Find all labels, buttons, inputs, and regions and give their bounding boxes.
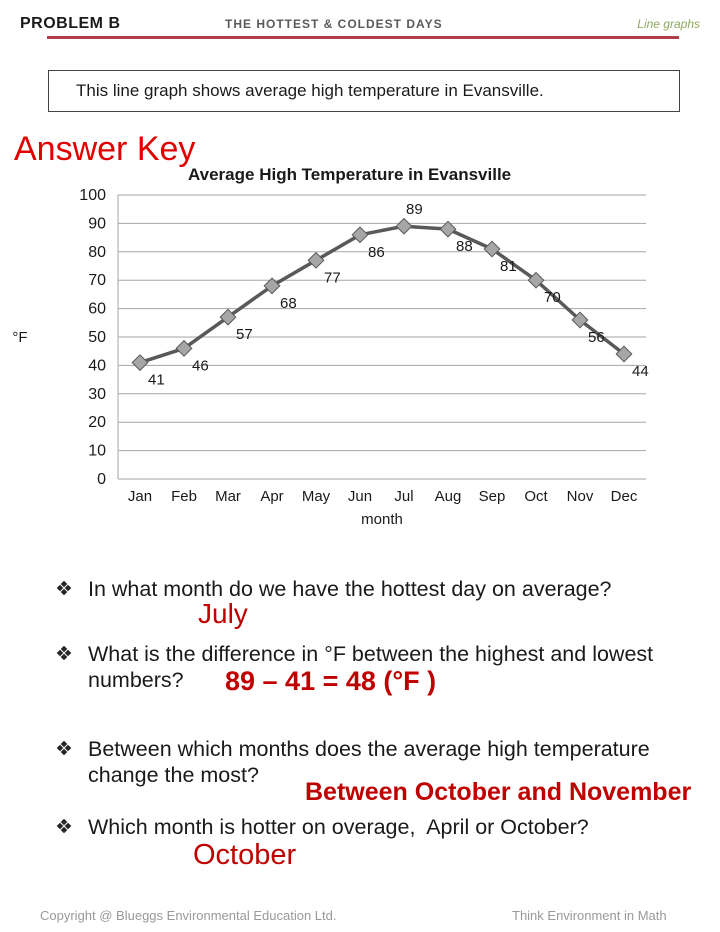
svg-text:30: 30	[88, 386, 106, 403]
svg-text:60: 60	[88, 301, 106, 318]
svg-text:89: 89	[406, 201, 423, 218]
svg-text:77: 77	[324, 269, 341, 286]
svg-text:41: 41	[148, 372, 165, 389]
svg-text:Sep: Sep	[479, 488, 506, 505]
svg-text:Mar: Mar	[215, 488, 241, 505]
svg-text:57: 57	[236, 326, 253, 343]
svg-text:month: month	[361, 511, 403, 528]
svg-text:Apr: Apr	[260, 488, 283, 505]
svg-text:44: 44	[632, 363, 649, 380]
svg-text:May: May	[302, 488, 331, 505]
svg-text:Feb: Feb	[171, 488, 197, 505]
svg-text:40: 40	[88, 357, 106, 374]
svg-text:90: 90	[88, 215, 106, 232]
svg-text:56: 56	[588, 329, 605, 346]
svg-text:70: 70	[88, 272, 106, 289]
svg-text:100: 100	[79, 187, 106, 204]
svg-text:Jan: Jan	[128, 488, 152, 505]
svg-text:Dec: Dec	[611, 488, 638, 505]
svg-text:86: 86	[368, 244, 385, 261]
svg-text:10: 10	[88, 443, 106, 460]
svg-text:Jun: Jun	[348, 488, 372, 505]
svg-text:46: 46	[192, 357, 209, 374]
svg-text:70: 70	[544, 289, 561, 306]
svg-text:Oct: Oct	[524, 488, 548, 505]
svg-text:68: 68	[280, 295, 297, 312]
svg-text:80: 80	[88, 244, 106, 261]
svg-text:Aug: Aug	[435, 488, 462, 505]
svg-text:Average High Temperature in Ev: Average High Temperature in Evansville	[188, 165, 511, 184]
svg-text:0: 0	[97, 471, 106, 488]
svg-text:Nov: Nov	[567, 488, 594, 505]
svg-text:50: 50	[88, 329, 106, 346]
svg-text:°F: °F	[12, 329, 27, 346]
svg-text:Jul: Jul	[394, 488, 413, 505]
svg-text:88: 88	[456, 238, 473, 255]
svg-text:20: 20	[88, 414, 106, 431]
svg-text:81: 81	[500, 258, 517, 275]
